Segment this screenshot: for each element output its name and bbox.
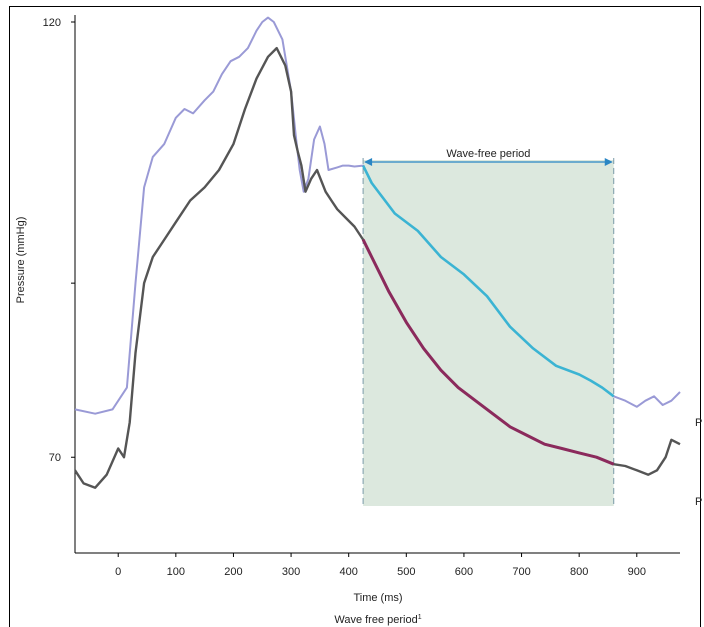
- y-tick-label: 120: [43, 17, 61, 29]
- figure-frame: [9, 6, 701, 627]
- y-tick-label: 70: [49, 452, 61, 464]
- caption-superscript: 1: [418, 614, 422, 621]
- x-tick-label: 400: [340, 566, 358, 578]
- upper-pressure-wave-free-segment: [361, 165, 615, 398]
- x-tick-label: 100: [167, 566, 185, 578]
- figure-caption: Wave free period1: [334, 614, 421, 626]
- caption-text: Wave free period: [334, 614, 417, 626]
- wave-free-period-band: [363, 160, 614, 506]
- x-tick-label: 0: [115, 566, 121, 578]
- y-axis-title: Pressure (mmHg): [15, 217, 27, 304]
- arrow-head-left: [364, 158, 373, 166]
- arrow-head-right: [604, 158, 613, 166]
- x-tick-label: 500: [397, 566, 415, 578]
- wave-free-period-label: Wave-free period: [446, 148, 530, 160]
- x-tick-label: 900: [628, 566, 646, 578]
- wave-free-period-arrow: [364, 158, 613, 166]
- lower-pressure-wave-free-segment: [361, 238, 615, 466]
- x-tick-label: 700: [512, 566, 530, 578]
- x-tick-label: 200: [224, 566, 242, 578]
- x-axis-title: Time (ms): [353, 592, 402, 604]
- series-end-label-lower: P: [695, 496, 702, 508]
- series-end-label-upper: P: [695, 417, 702, 429]
- x-tick-label: 300: [282, 566, 300, 578]
- x-tick-label: 600: [455, 566, 473, 578]
- x-tick-label: 800: [570, 566, 588, 578]
